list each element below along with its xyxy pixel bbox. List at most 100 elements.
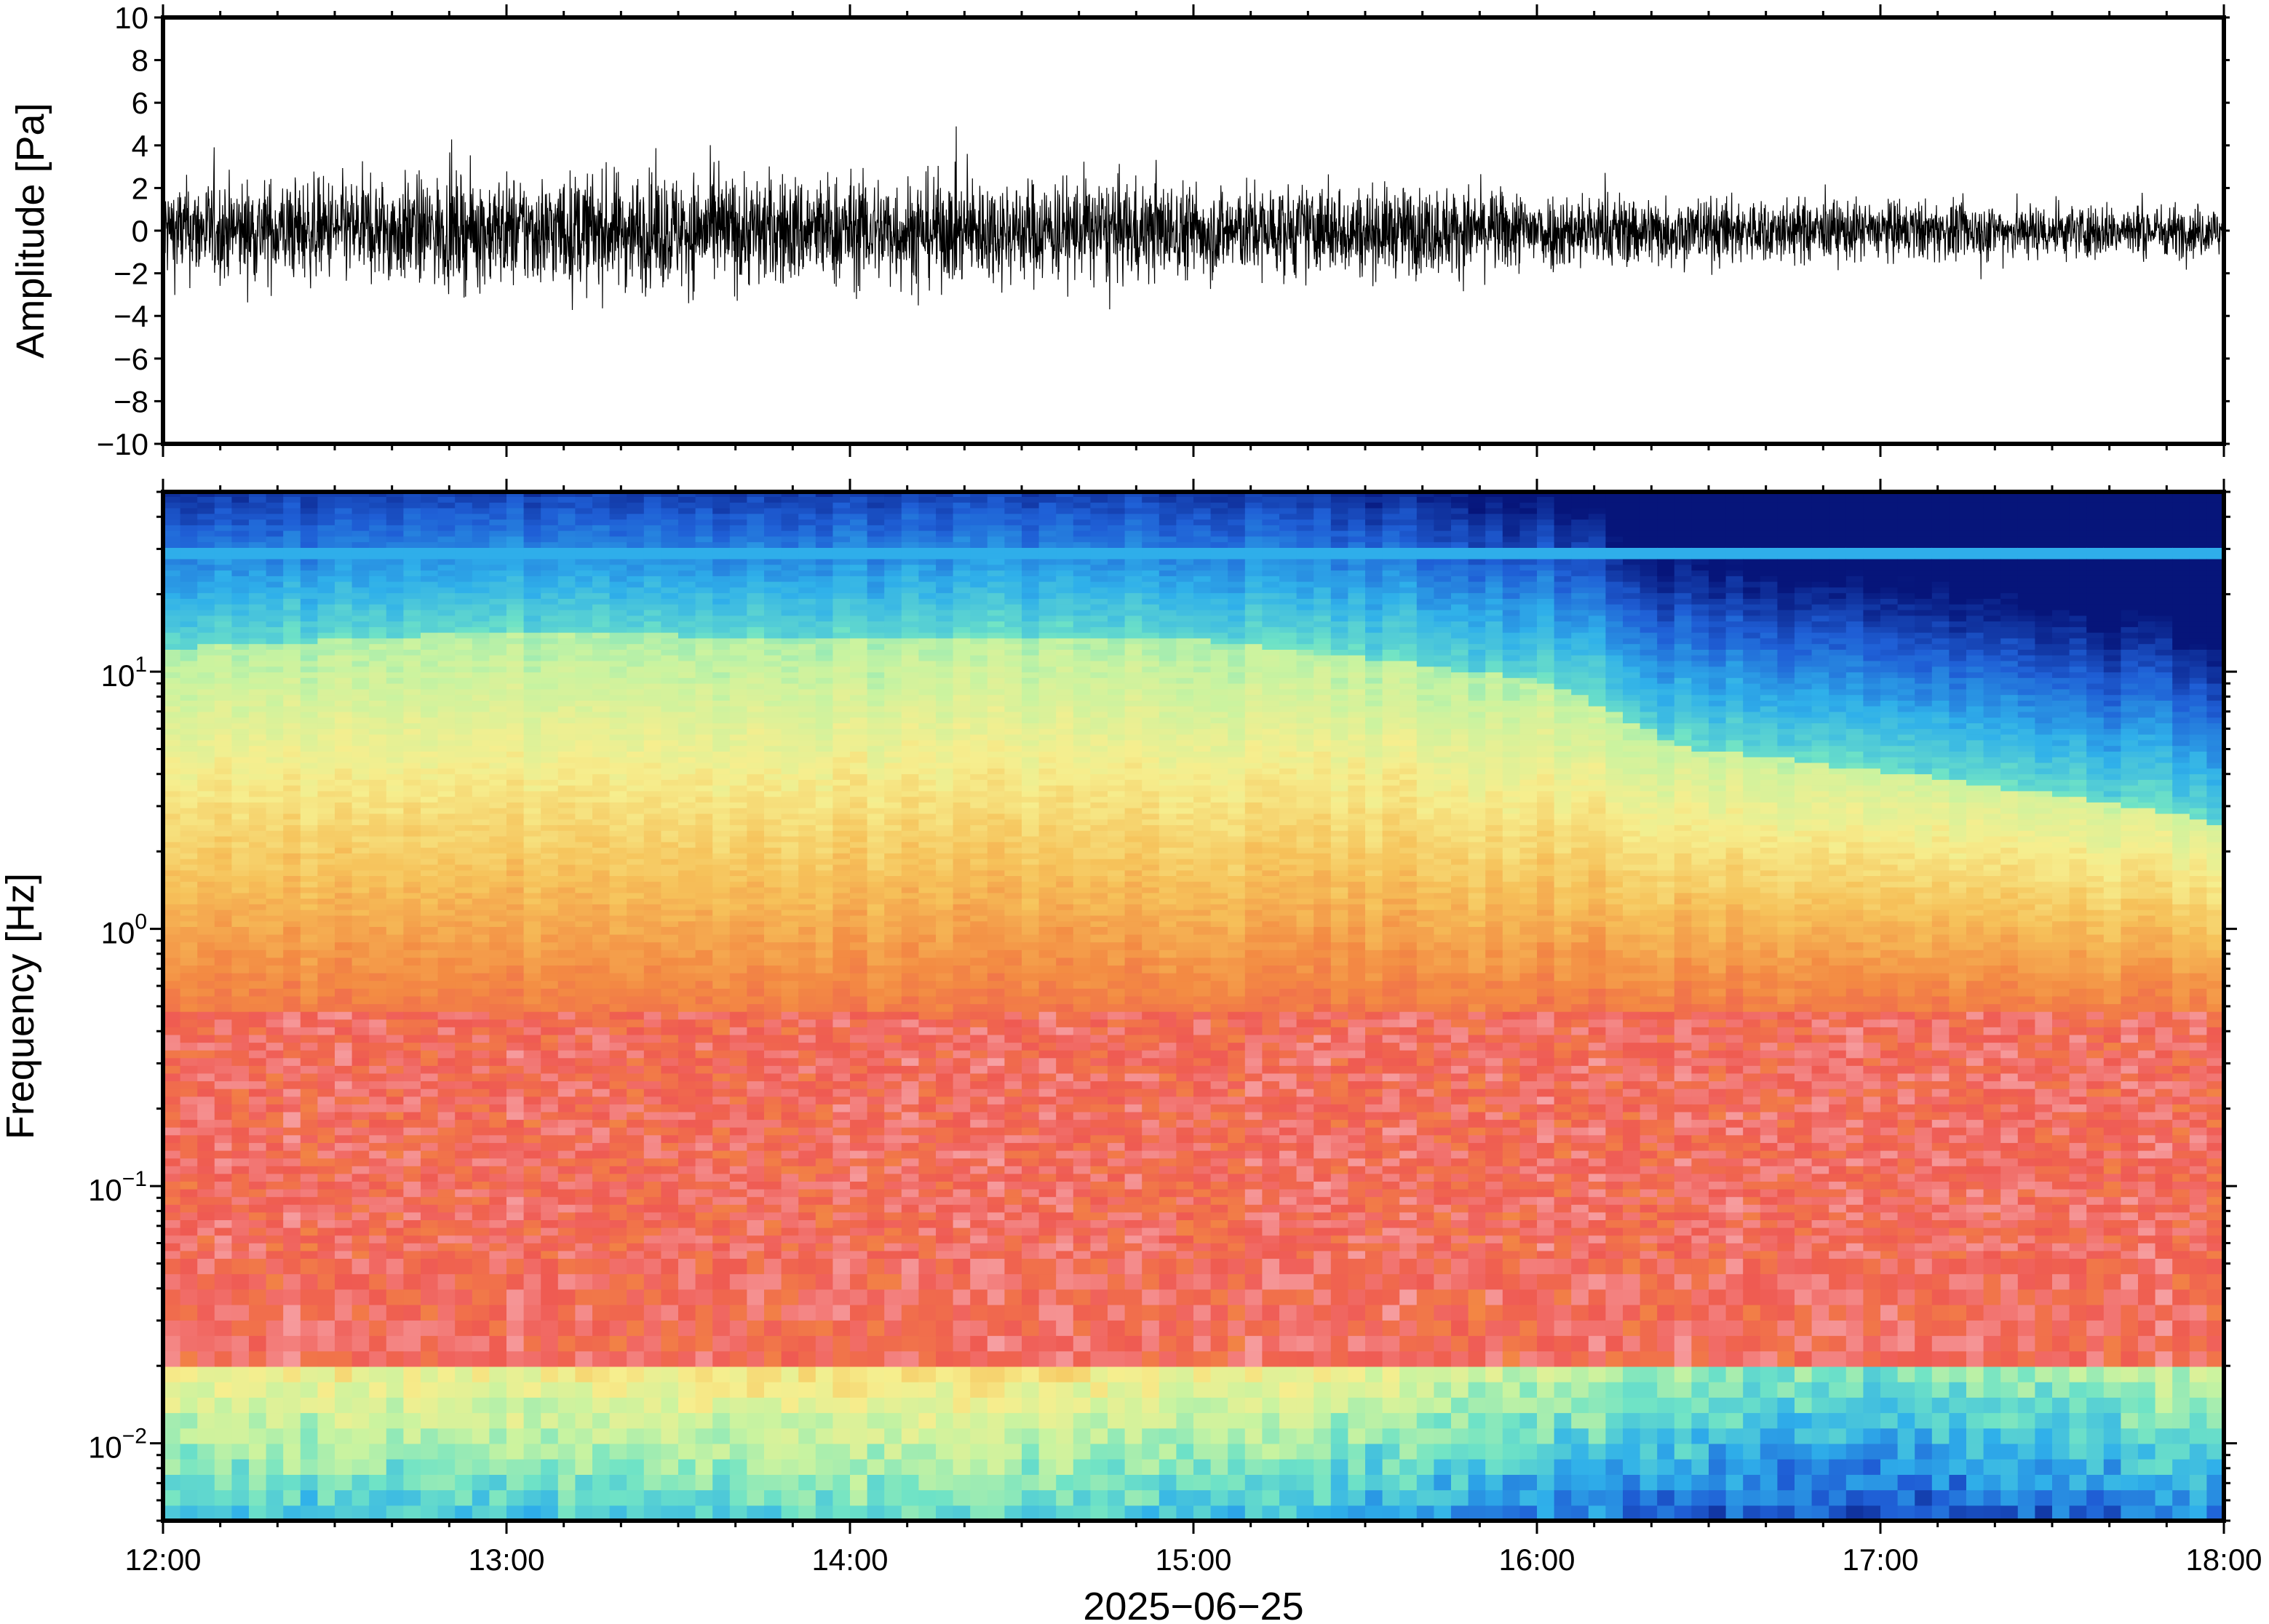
spectrogram-cell bbox=[523, 734, 541, 741]
spectrogram-cell bbox=[180, 1489, 198, 1506]
spectrogram-cell bbox=[729, 728, 747, 735]
spectrogram-cell bbox=[627, 1489, 645, 1506]
spectrogram-cell bbox=[506, 1072, 525, 1082]
spectrogram-cell bbox=[351, 1489, 370, 1506]
spectrogram-cell bbox=[489, 1489, 507, 1506]
spectrogram-cell bbox=[747, 1142, 765, 1151]
spectrogram-cell bbox=[351, 1088, 370, 1097]
spectrogram-cell bbox=[523, 666, 541, 673]
spectrogram-cell bbox=[421, 1189, 439, 1198]
spectrogram-cell bbox=[747, 813, 765, 820]
spectrogram-cell bbox=[472, 592, 490, 599]
spectrogram-cell bbox=[712, 904, 731, 910]
spectrogram-cell bbox=[386, 1065, 404, 1074]
spectrogram-cell bbox=[472, 1166, 490, 1174]
spectrogram-cell bbox=[506, 672, 525, 678]
spectrogram-cell bbox=[300, 934, 318, 943]
spectrogram-cell bbox=[421, 887, 439, 893]
spectrogram-cell bbox=[214, 847, 232, 853]
spectrogram-cell bbox=[764, 875, 782, 882]
spectrogram-cell bbox=[747, 1119, 765, 1128]
spectrogram-cell bbox=[249, 1034, 267, 1043]
spectrogram-cell bbox=[437, 819, 456, 826]
spectrogram-cell bbox=[369, 988, 387, 997]
spectrogram-cell bbox=[729, 934, 747, 943]
spectrogram-cell bbox=[764, 819, 782, 826]
spectrogram-cell bbox=[747, 615, 765, 622]
spectrogram-cell bbox=[489, 915, 507, 922]
spectrogram-cell bbox=[335, 1096, 353, 1104]
spectrogram-cell bbox=[214, 507, 232, 514]
spectrogram-cell bbox=[575, 598, 593, 605]
spectrogram-cell bbox=[541, 609, 559, 616]
spectrogram-cell bbox=[643, 1243, 661, 1251]
spectrogram-cell bbox=[523, 904, 541, 910]
spectrogram-cell bbox=[455, 621, 473, 627]
spectrogram-cell bbox=[403, 1019, 421, 1027]
spectrogram-cell bbox=[163, 581, 181, 588]
spectrogram-cell bbox=[300, 513, 318, 520]
spectrogram-cell bbox=[283, 1505, 301, 1521]
spectrogram-cell bbox=[317, 492, 335, 497]
spectrogram-cell bbox=[609, 604, 627, 610]
spectrogram-cell bbox=[712, 700, 731, 706]
spectrogram-cell bbox=[403, 965, 421, 974]
spectrogram-cell bbox=[643, 615, 661, 622]
spectrogram-cell bbox=[283, 1350, 301, 1367]
spectrogram-cell bbox=[300, 1412, 318, 1429]
spectrogram-cell bbox=[403, 1412, 421, 1429]
spectrogram-cell bbox=[197, 785, 215, 792]
spectrogram-cell bbox=[455, 553, 473, 560]
spectrogram-cell bbox=[300, 586, 318, 594]
spectrogram-cell bbox=[317, 796, 335, 803]
spectrogram-cell bbox=[609, 980, 627, 989]
spectrogram-cell bbox=[541, 819, 559, 826]
spectrogram-cell bbox=[661, 751, 679, 757]
spectrogram-cell bbox=[523, 637, 541, 645]
spectrogram-cell bbox=[403, 796, 421, 803]
spectrogram-cell bbox=[180, 841, 198, 848]
spectrogram-cell bbox=[695, 513, 713, 520]
spectrogram-cell bbox=[541, 677, 559, 684]
spectrogram-cell bbox=[747, 1057, 765, 1066]
spectrogram-cell bbox=[403, 1196, 421, 1205]
spectrogram-cell bbox=[249, 677, 267, 684]
spectrogram-cell bbox=[266, 507, 284, 514]
spectrogram-cell bbox=[437, 643, 456, 650]
spectrogram-cell bbox=[627, 586, 645, 594]
spectrogram-cell bbox=[369, 1050, 387, 1059]
spectrogram-cell bbox=[300, 1335, 318, 1352]
spectrogram-cell bbox=[180, 700, 198, 706]
spectrogram-cell bbox=[437, 869, 456, 876]
spectrogram-cell bbox=[506, 592, 525, 599]
spectrogram-cell bbox=[712, 513, 731, 520]
spectrogram-cell bbox=[609, 1142, 627, 1151]
spectrogram-cell bbox=[575, 1003, 593, 1012]
spectrogram-cell bbox=[437, 513, 456, 520]
spectrogram-cell bbox=[747, 1150, 765, 1159]
spectrogram-cell bbox=[163, 1350, 181, 1367]
spectrogram-cell bbox=[386, 942, 404, 950]
spectrogram-cell bbox=[180, 965, 198, 974]
spectrogram-cell bbox=[437, 745, 456, 752]
spectrogram-cell bbox=[678, 909, 696, 916]
spectrogram-cell bbox=[266, 904, 284, 910]
spectrogram-cell bbox=[266, 836, 284, 843]
spectrogram-cell bbox=[421, 980, 439, 989]
spectrogram-cell bbox=[712, 677, 731, 684]
spectrogram-cell bbox=[712, 926, 731, 935]
spectrogram-cell bbox=[661, 841, 679, 848]
spectrogram-cell bbox=[386, 1166, 404, 1174]
spectrogram-cell bbox=[403, 717, 421, 724]
spectrogram-cell bbox=[300, 892, 318, 899]
spectrogram-cell bbox=[197, 553, 215, 560]
spectrogram-cell bbox=[712, 621, 731, 627]
spectrogram-cell bbox=[283, 881, 301, 888]
spectrogram-cell bbox=[472, 745, 490, 752]
spectrogram-cell bbox=[678, 1050, 696, 1059]
spectrogram-cell bbox=[712, 785, 731, 792]
spectrogram-cell bbox=[729, 1382, 747, 1398]
spectrogram-cell bbox=[678, 898, 696, 904]
spectrogram-cell bbox=[592, 1080, 611, 1089]
